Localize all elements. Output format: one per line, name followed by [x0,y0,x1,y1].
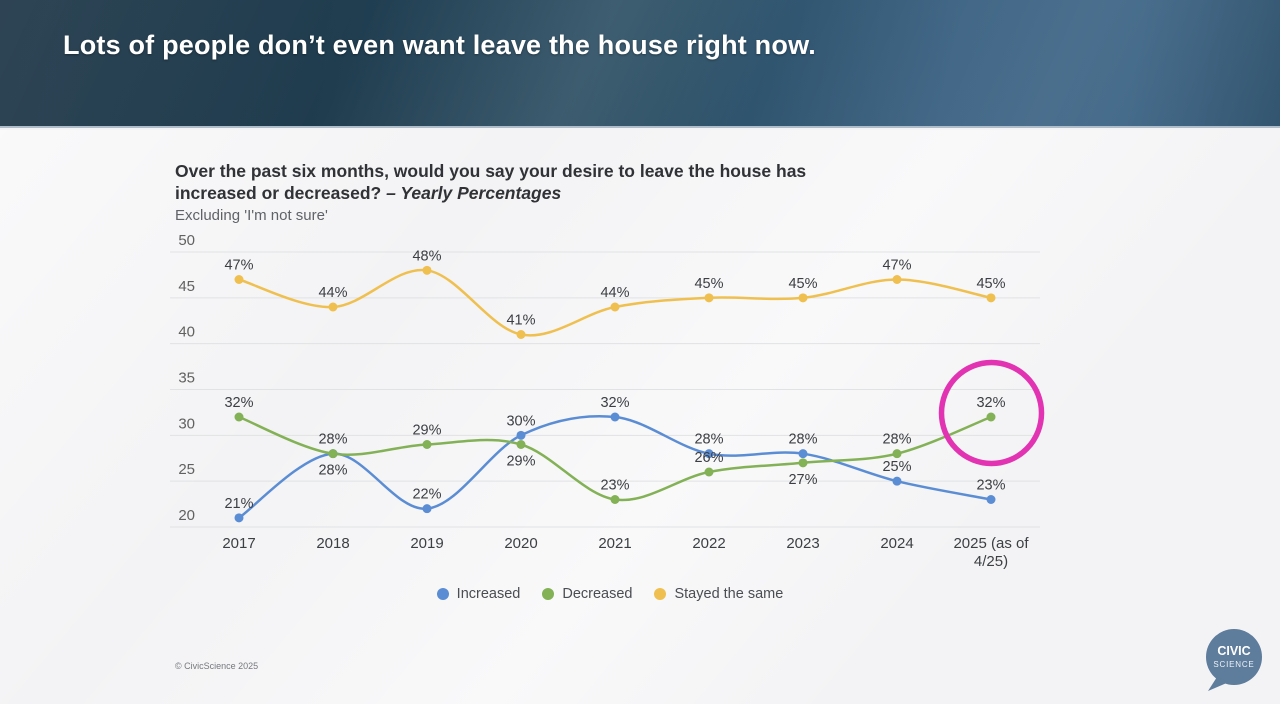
data-point-decreased [986,412,996,422]
logo-bubble-tail [1208,677,1229,691]
data-label: 22% [412,487,441,503]
civicscience-logo: CIVIC SCIENCE [1206,629,1262,691]
data-label: 23% [600,478,629,494]
data-point-stayed-the-same [798,293,808,303]
data-label: 41% [506,313,535,329]
data-label: 47% [224,258,253,274]
chart-title-block: Over the past six months, would you say … [175,160,847,224]
chart-legend: Increased Decreased Stayed the same [170,586,1050,602]
x-axis-label: 2018 [316,535,349,552]
data-label: 28% [318,432,347,448]
data-label: 45% [976,276,1005,292]
data-label: 44% [600,285,629,301]
legend-dot-icon [654,588,667,600]
series-line-stayed-the-same [238,268,992,337]
data-point-decreased [422,440,432,449]
y-axis-label: 50 [178,232,195,249]
data-label: 32% [976,395,1005,411]
data-point-decreased [234,412,244,422]
data-point-decreased [798,458,808,468]
data-point-increased [516,430,526,440]
data-point-decreased [892,449,902,459]
logo-bubble [1206,629,1262,685]
data-label: 47% [882,258,911,274]
data-label: 30% [506,413,535,429]
series-line-increased [238,415,992,519]
data-point-stayed-the-same [422,265,432,275]
legend-label: Stayed the same [674,586,784,602]
data-point-stayed-the-same [610,302,620,312]
data-label: 29% [506,454,535,470]
data-point-stayed-the-same [704,293,714,303]
chart-title-main: Over the past six months, would you say … [175,161,807,203]
data-label: 21% [224,496,253,512]
data-point-increased [610,412,620,422]
data-label: 28% [318,463,347,479]
data-label: 45% [694,276,723,292]
data-label: 32% [224,395,253,411]
data-label: 28% [788,432,817,448]
data-point-increased [422,504,432,514]
data-point-decreased [610,495,620,504]
chart-title-emphasis: – Yearly Percentages [386,183,562,203]
legend-item-decreased: Decreased [542,586,632,602]
x-axis-label: 2023 [786,535,819,552]
data-label: 45% [788,276,817,292]
y-axis-label: 30 [178,415,195,432]
data-point-increased [986,495,996,504]
legend-item-increased: Increased [436,586,521,602]
slide-body: Over the past six months, would you say … [0,130,1280,704]
data-point-increased [704,449,714,459]
data-point-increased [234,513,244,523]
y-axis-label: 25 [178,461,195,478]
legend-dot-icon [542,588,555,600]
x-axis-label: 2022 [692,535,725,552]
data-point-decreased [516,440,526,449]
data-point-stayed-the-same [328,302,338,312]
data-label: 48% [412,248,441,264]
data-point-decreased [328,449,338,459]
x-axis-label: 2021 [598,535,631,552]
x-axis-label: 2024 [880,535,913,552]
y-axis-label: 20 [178,507,195,524]
data-point-increased [798,449,808,459]
y-axis-label: 45 [178,278,195,295]
data-label: 28% [882,432,911,448]
highlight-circle [938,359,1045,467]
chart-subtitle: Excluding 'I'm not sure' [175,207,328,224]
x-axis-label: 2019 [410,535,443,552]
slide-header: Lots of people don’t even want leave the… [0,0,1280,128]
x-axis-label: 2025 (as of 4/25) [953,535,1029,570]
x-axis-label: 2017 [222,535,255,552]
legend-label: Decreased [562,586,633,602]
logo-text-civic: CIVIC [1217,644,1250,658]
legend-label: Increased [456,586,521,602]
data-label: 23% [976,478,1005,494]
x-axis-label: 2020 [504,535,537,552]
data-point-stayed-the-same [234,275,244,284]
data-label: 29% [412,423,441,439]
data-point-stayed-the-same [986,293,996,303]
data-label: 26% [694,450,723,466]
data-point-decreased [704,467,714,477]
line-chart: 20 25 30 35 40 45 50 2017 2018 2019 2020 2021 2022 20… [170,232,1045,570]
data-label: 28% [694,432,723,448]
data-label: 25% [882,459,911,475]
slide-title: Lots of people don’t even want leave the… [63,30,816,60]
data-label: 44% [318,285,347,301]
y-axis-label: 40 [178,324,195,341]
data-point-increased [892,476,902,486]
legend-item-stayed-the-same: Stayed the same [654,586,783,602]
data-point-stayed-the-same [892,275,902,284]
data-label: 27% [788,472,817,488]
logo-text-science: SCIENCE [1213,660,1254,669]
chart-title: Over the past six months, would you say … [175,160,847,204]
data-label: 32% [600,395,629,411]
data-point-stayed-the-same [516,330,526,339]
y-axis-label: 35 [178,370,195,387]
legend-dot-icon [436,588,449,600]
copyright-text: © CivicScience 2025 [175,661,259,671]
